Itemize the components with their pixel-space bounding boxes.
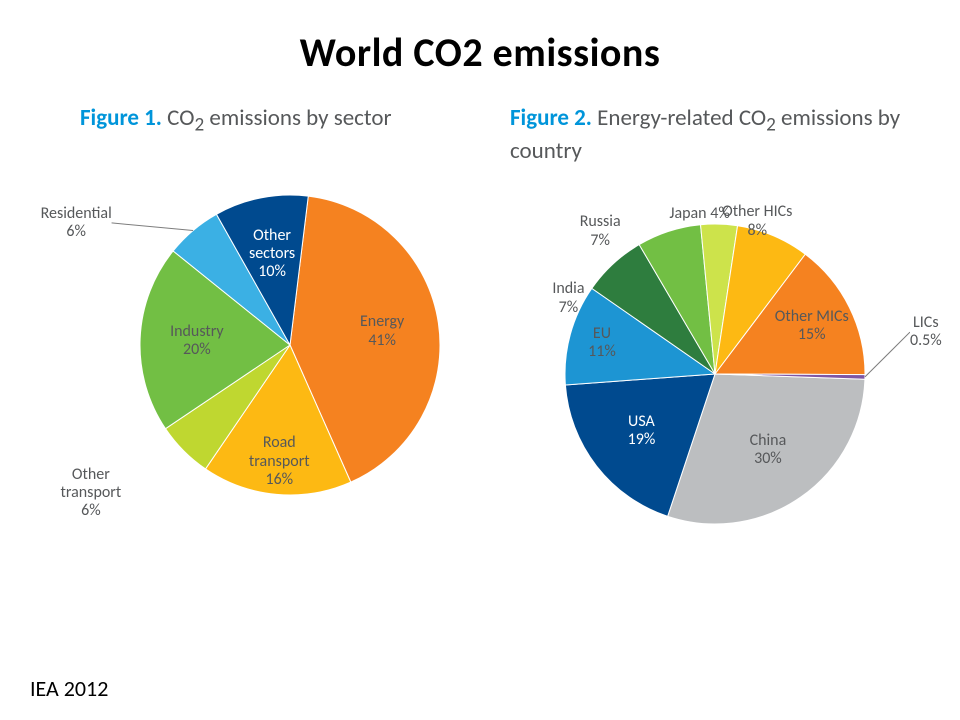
figure-1-cap-a: CO xyxy=(162,104,195,132)
leader-line xyxy=(865,332,910,377)
figure-2-caption: Figure 2. Energy-related CO2 emissions b… xyxy=(510,104,910,166)
leader-line xyxy=(112,223,193,231)
figure-1-cap-sub: 2 xyxy=(194,113,204,136)
figure-1-caption: Figure 1. CO2 emissions by sector xyxy=(80,104,480,138)
figure-2: Figure 2. Energy-related CO2 emissions b… xyxy=(480,104,910,564)
figure-2-cap-sub: 2 xyxy=(766,113,776,136)
figure-1-prefix: Figure 1. xyxy=(80,104,162,132)
source-text: IEA 2012 xyxy=(30,675,108,702)
figure-2-chart: China30%USA19%EU11%India7%Russia7%Japan … xyxy=(480,184,910,564)
figure-2-cap-a: Energy-related CO xyxy=(592,104,766,132)
figure-1-chart: Energy41%Roadtransport16%Othertransport6… xyxy=(50,155,480,535)
figure-2-prefix: Figure 2. xyxy=(510,104,592,132)
figures-row: Figure 1. CO2 emissions by sector Energy… xyxy=(0,104,960,564)
figure-1: Figure 1. CO2 emissions by sector Energy… xyxy=(50,104,480,564)
slice-label: LICs0.5% xyxy=(910,314,942,351)
page-title: World CO2 emissions xyxy=(0,28,960,77)
figure-1-cap-b: emissions by sector xyxy=(204,104,391,132)
